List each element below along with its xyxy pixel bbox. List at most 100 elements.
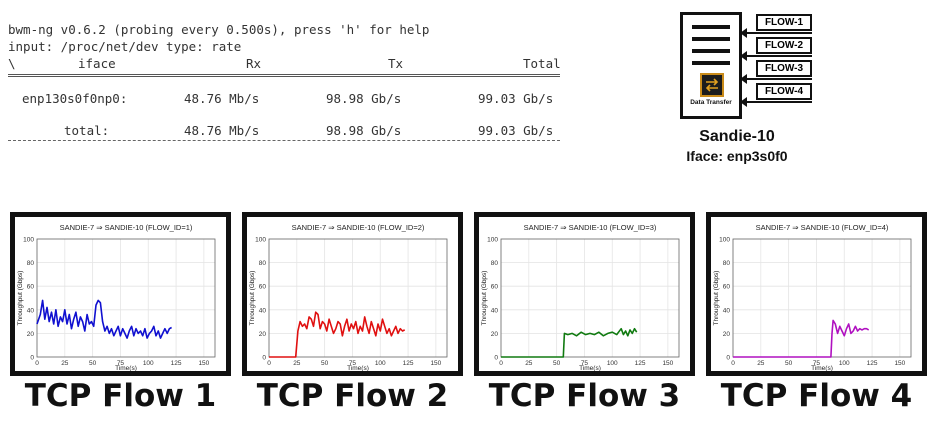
y-tick-label: 80 [491, 260, 499, 267]
x-tick-label: 150 [198, 360, 209, 367]
y-tick-label: 100 [255, 237, 266, 244]
double-rule [8, 74, 560, 77]
row-total: 99.03 Gb/s [478, 91, 554, 106]
flow-2-box: FLOW-2 [756, 37, 812, 54]
y-tick-label: 20 [27, 331, 35, 338]
server-icon: Data Transfer [680, 12, 742, 119]
x-tick-label: 50 [89, 360, 97, 367]
header-sep: \ [8, 56, 16, 71]
server-bar [692, 25, 730, 29]
data-transfer-label: Data Transfer [690, 99, 732, 106]
x-tick-label: 0 [267, 360, 271, 367]
row-tx: 98.98 Gb/s [326, 91, 402, 106]
y-tick-label: 0 [494, 355, 498, 362]
throughput-line [501, 327, 638, 358]
terminal-input-line: input: /proc/net/dev type: rate [8, 39, 242, 54]
x-tick-label: 50 [553, 360, 561, 367]
chart-title: SANDIE-7 ⇒ SANDIE-10 (FLOW_ID=1) [60, 223, 193, 232]
flow-arrow [740, 51, 812, 61]
x-tick-label: 25 [293, 360, 301, 367]
x-tick-label: 125 [171, 360, 182, 367]
total-total: 99.03 Gb/s [478, 123, 554, 138]
dashed-rule [8, 140, 560, 141]
x-tick-label: 0 [35, 360, 39, 367]
plot-frame [36, 238, 216, 358]
x-tick-label: 50 [321, 360, 329, 367]
chart-panel-3: SANDIE-7 ⇒ SANDIE-10 (FLOW_ID=3) 0 20 40 60 8… [474, 212, 695, 376]
total-label: total: [64, 123, 110, 138]
x-tick-label: 100 [375, 360, 386, 367]
caption-flow-3: TCP Flow 3 [488, 378, 681, 414]
x-tick-label: 150 [662, 360, 673, 367]
x-tick-label: 75 [581, 360, 589, 367]
x-tick-label: 25 [525, 360, 533, 367]
header-rx: Rx [246, 56, 262, 71]
server-bar [692, 61, 730, 65]
chart-title: SANDIE-7 ⇒ SANDIE-10 (FLOW_ID=4) [756, 223, 889, 232]
flow-4-box: FLOW-4 [756, 83, 812, 100]
y-tick-label: 0 [30, 355, 34, 362]
server-bar [692, 49, 730, 53]
y-axis-label: Throughput (Gbps) [249, 271, 256, 326]
y-tick-label: 60 [27, 284, 35, 291]
y-tick-label: 40 [27, 307, 35, 314]
caption-flow-2: TCP Flow 2 [256, 378, 449, 414]
x-tick-label: 150 [430, 360, 441, 367]
y-tick-label: 20 [259, 331, 267, 338]
x-tick-label: 0 [731, 360, 735, 367]
data-transfer-icon [700, 73, 724, 97]
x-tick-label: 100 [143, 360, 154, 367]
y-tick-label: 40 [259, 307, 267, 314]
y-tick-label: 80 [27, 260, 35, 267]
y-tick-label: 100 [23, 237, 34, 244]
y-axis-label: Throughput (Gbps) [481, 271, 488, 326]
y-tick-label: 80 [723, 260, 731, 267]
throughput-line [269, 311, 406, 358]
flow-arrow [740, 28, 812, 38]
throughput-chart-3: SANDIE-7 ⇒ SANDIE-10 (FLOW_ID=3) 0 20 40 60 8… [481, 223, 680, 371]
row-rx: 48.76 Mb/s [184, 91, 260, 106]
y-tick-label: 100 [487, 237, 498, 244]
y-tick-label: 60 [491, 284, 499, 291]
node-name: Sandie-10 [699, 128, 775, 145]
caption-flow-1: TCP Flow 1 [24, 378, 217, 414]
plot-frame [500, 238, 680, 358]
chart-panel-4: SANDIE-7 ⇒ SANDIE-10 (FLOW_ID=4) 0 20 40 60 8… [706, 212, 927, 376]
throughput-line [36, 299, 172, 339]
x-tick-label: 100 [839, 360, 850, 367]
y-axis-label: Throughput (Gbps) [17, 271, 24, 326]
x-axis-label: Time(s) [347, 365, 369, 371]
node-iface: Iface: enp3s0f0 [686, 148, 788, 164]
y-tick-label: 40 [491, 307, 499, 314]
x-tick-label: 75 [813, 360, 821, 367]
chart-title: SANDIE-7 ⇒ SANDIE-10 (FLOW_ID=3) [524, 223, 657, 232]
x-tick-label: 25 [61, 360, 69, 367]
y-tick-label: 100 [719, 237, 730, 244]
throughput-chart-1: SANDIE-7 ⇒ SANDIE-10 (FLOW_ID=1) 0 20 40 60 8… [17, 223, 216, 371]
x-tick-label: 50 [785, 360, 793, 367]
x-tick-label: 25 [757, 360, 765, 367]
x-axis-label: Time(s) [115, 365, 137, 371]
y-tick-label: 60 [723, 284, 731, 291]
plot-frame [268, 238, 448, 358]
x-tick-label: 125 [403, 360, 414, 367]
y-tick-label: 0 [726, 355, 730, 362]
throughput-chart-2: SANDIE-7 ⇒ SANDIE-10 (FLOW_ID=2) 0 20 40 60 8… [249, 223, 448, 371]
y-tick-label: 20 [491, 331, 499, 338]
x-tick-label: 150 [894, 360, 905, 367]
flow-3-box: FLOW-3 [756, 60, 812, 77]
chart-panel-2: SANDIE-7 ⇒ SANDIE-10 (FLOW_ID=2) 0 20 40 60 8… [242, 212, 463, 376]
flow-arrow [740, 74, 812, 84]
x-axis-label: Time(s) [811, 365, 833, 371]
header-total: Total [523, 56, 561, 71]
y-tick-label: 60 [259, 284, 267, 291]
total-tx: 98.98 Gb/s [326, 123, 402, 138]
x-tick-label: 75 [117, 360, 125, 367]
terminal-banner: bwm-ng v0.6.2 (probing every 0.500s), pr… [8, 22, 430, 37]
caption-flow-4: TCP Flow 4 [720, 378, 913, 414]
header-iface: iface [78, 56, 116, 71]
y-tick-label: 0 [262, 355, 266, 362]
x-axis-label: Time(s) [579, 365, 601, 371]
server-bar [692, 37, 730, 41]
y-tick-label: 40 [723, 307, 731, 314]
